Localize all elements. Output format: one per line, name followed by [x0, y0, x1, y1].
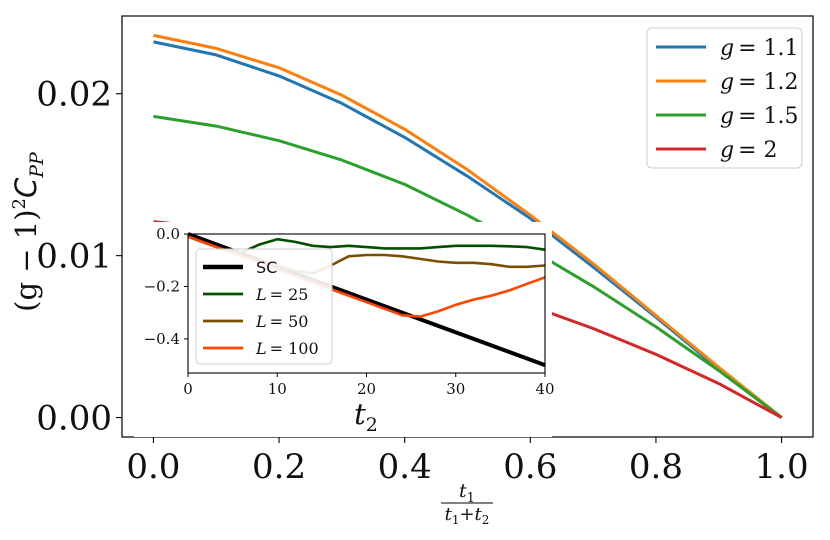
main-legend: g = 1.1g = 1.2g = 1.5g = 2 — [646, 27, 803, 169]
legend-var: g — [720, 104, 734, 129]
y-label-sub: PP — [26, 151, 48, 179]
y-label-text: (g − 1) — [9, 209, 43, 311]
legend-val: = 1.1 — [738, 36, 798, 61]
inset-x-label-sub: 2 — [366, 414, 378, 436]
main-y-tick-label: 0.01 — [36, 237, 112, 277]
x-label-den-var: t — [445, 504, 453, 525]
inset-legend-var: L — [255, 339, 267, 358]
inset-y-tick-label: 0.0 — [156, 225, 180, 243]
main-legend-label: g = 2 — [720, 138, 778, 163]
inset-legend-label: L = 100 — [255, 339, 319, 358]
main-legend-box — [646, 27, 803, 169]
inset-x-tick-label: 40 — [535, 380, 554, 398]
legend-val: = 2 — [738, 138, 777, 163]
main-series-line — [153, 33, 783, 419]
main-x-tick-label: 0.4 — [378, 447, 432, 487]
main-x-tick-label: 0.8 — [629, 447, 683, 487]
legend-val: = 1.2 — [738, 70, 798, 95]
inset-x-label-var: t — [354, 397, 366, 431]
inset-legend-var: L — [255, 312, 267, 331]
inset-legend-val: = 50 — [270, 312, 309, 331]
main-x-tick-label: 0.0 — [126, 447, 180, 487]
x-label-den-sub2: 2 — [482, 513, 490, 527]
main-chart: 0.0 0.2 0.4 0.6 0.8 1.00.000.010.02(g − 1)2CP… — [9, 15, 814, 527]
inset-legend-box — [195, 248, 333, 365]
x-label-numerator: t1 — [459, 480, 475, 506]
inset-y-tick-label: −0.2 — [144, 277, 180, 295]
inset-x-tick-label: 0 — [183, 380, 193, 398]
inset-x-tick-label: 10 — [268, 380, 287, 398]
inset-legend-var: L — [255, 285, 267, 304]
x-label-den-plus: +t — [459, 504, 482, 525]
legend-var: g — [720, 70, 734, 95]
main-x-tick-label: 0.6 — [503, 447, 557, 487]
inset-legend-label: L = 25 — [255, 285, 308, 304]
inset-legend-label: SC — [256, 258, 277, 277]
inset-legend-val: = 25 — [270, 285, 309, 304]
main-x-tick-label: 0.2 — [252, 447, 306, 487]
y-label-sup: 2 — [9, 198, 30, 209]
main-legend-label: g = 1.1 — [720, 36, 799, 61]
main-series-line — [153, 114, 783, 419]
main-legend-label: g = 1.5 — [720, 104, 799, 129]
inset-x-axis-label: t2 — [354, 397, 378, 436]
x-label-den-sub1: 1 — [452, 513, 460, 527]
y-label-symbol: C — [9, 177, 43, 198]
main-y-tick-label: 0.00 — [36, 399, 112, 439]
legend-var: g — [720, 138, 734, 163]
x-label-num-var: t — [459, 480, 467, 502]
x-label-denominator: t1+t2 — [445, 504, 490, 527]
inset-x-tick-label: 30 — [446, 380, 465, 398]
inset-y-tick-label: −0.4 — [144, 330, 180, 348]
x-label-num-sub: 1 — [467, 491, 475, 506]
legend-var: g — [720, 36, 734, 61]
main-y-tick-label: 0.02 — [36, 75, 112, 115]
legend-val: = 1.5 — [738, 104, 798, 129]
main-x-tick-label: 1.0 — [755, 447, 809, 487]
main-y-axis-label: (g − 1)2CPP — [9, 151, 48, 312]
inset-legend-label: L = 50 — [255, 312, 308, 331]
inset-legend-val: = 100 — [270, 339, 319, 358]
inset-x-tick-label: 20 — [357, 380, 376, 398]
main-legend-label: g = 1.2 — [720, 70, 799, 95]
